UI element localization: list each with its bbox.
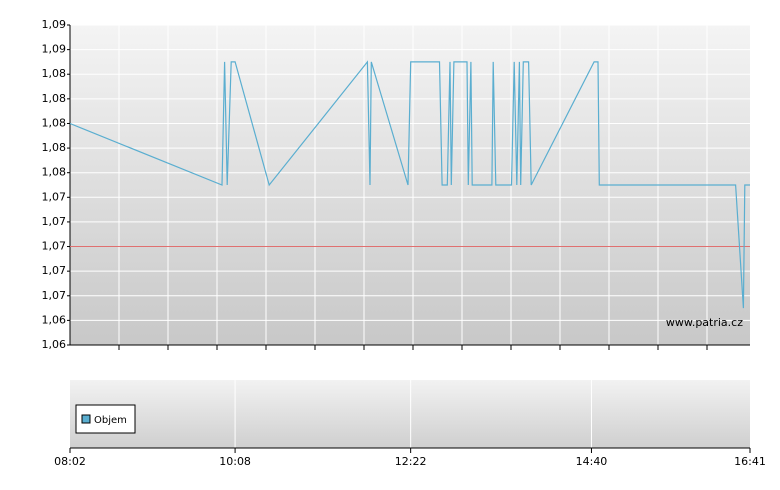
y-tick-label: 1,06 — [42, 338, 67, 351]
x-tick-label: 10:08 — [219, 455, 251, 468]
volume-area — [70, 380, 750, 448]
x-tick-label: 12:22 — [395, 455, 427, 468]
x-tick-label: 14:40 — [576, 455, 608, 468]
y-tick-label: 1,07 — [42, 264, 67, 277]
y-tick-label: 1,09 — [42, 43, 67, 56]
y-tick-label: 1,08 — [42, 67, 67, 80]
legend-label: Objem — [94, 415, 127, 426]
x-tick-label: 16:41 — [734, 455, 766, 468]
y-tick-label: 1,07 — [42, 240, 67, 253]
y-tick-label: 1,08 — [42, 116, 67, 129]
y-tick-label: 1,09 — [42, 18, 67, 31]
x-tick-label: 08:02 — [54, 455, 86, 468]
legend-swatch — [81, 414, 91, 424]
series-line — [69, 60, 750, 309]
watermark: www.patria.cz — [666, 316, 743, 329]
y-tick-label: 1,08 — [42, 92, 67, 105]
y-tick-label: 1,07 — [42, 215, 67, 228]
y-tick-label: 1,06 — [42, 313, 67, 326]
y-tick-label: 1,08 — [42, 141, 67, 154]
y-tick-label: 1,07 — [42, 190, 67, 203]
y-tick-label: 1,07 — [42, 289, 67, 302]
y-tick-label: 1,08 — [42, 166, 67, 179]
